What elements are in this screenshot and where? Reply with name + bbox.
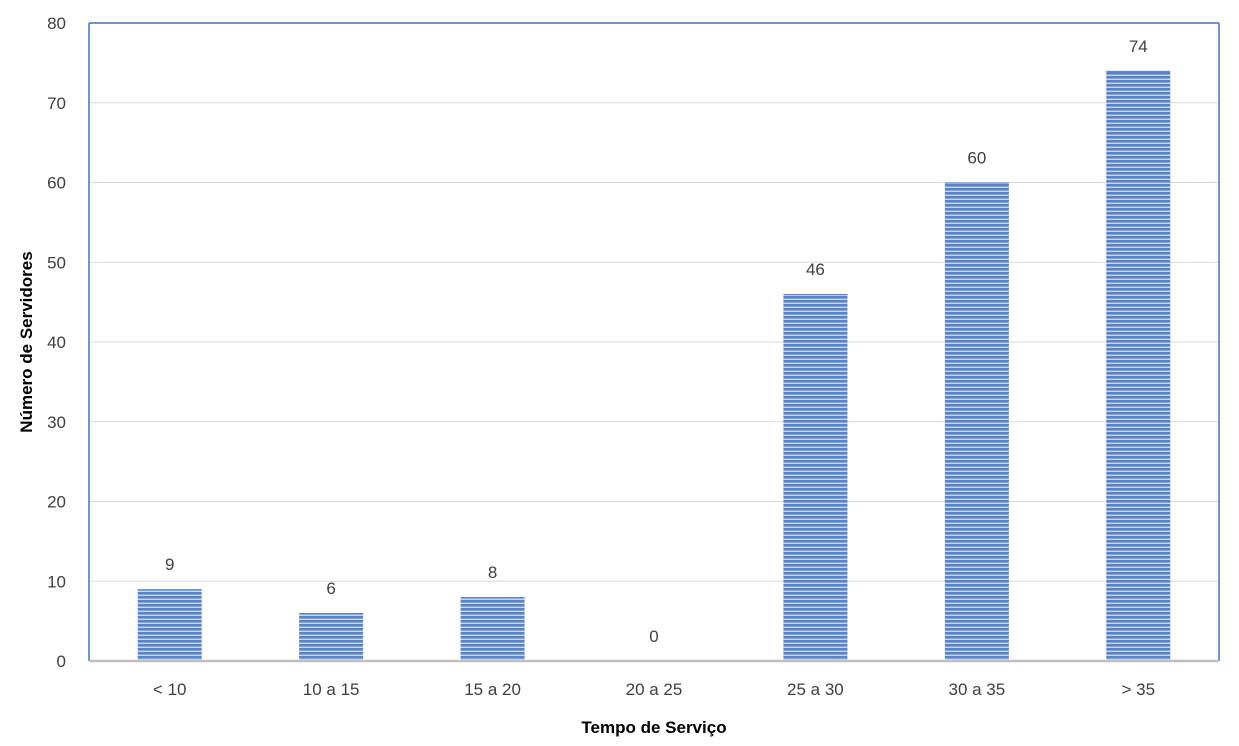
bar <box>783 294 848 661</box>
labels: 0 10 20 30 40 50 60 70 80 9 < 10 6 10 a 15 8 15 a 20 0 2… <box>17 14 1155 737</box>
y-tick-label: 40 <box>47 333 66 352</box>
y-tick-label: 10 <box>47 572 66 591</box>
bar <box>137 589 202 661</box>
x-tick-label: > 35 <box>1122 680 1156 699</box>
y-tick-label: 80 <box>47 14 66 33</box>
data-label: 8 <box>488 563 497 582</box>
data-label: 9 <box>165 555 174 574</box>
data-label: 0 <box>649 627 658 646</box>
x-axis-title: Tempo de Serviço <box>581 718 726 737</box>
x-tick-label: < 10 <box>153 680 187 699</box>
y-axis-title: Número de Servidores <box>17 251 36 432</box>
x-tick-label: 10 a 15 <box>303 680 360 699</box>
y-tick-label: 30 <box>47 413 66 432</box>
x-tick-label: 25 a 30 <box>787 680 844 699</box>
y-tick-label: 50 <box>47 253 66 272</box>
x-tick-label: 20 a 25 <box>626 680 683 699</box>
bars <box>137 70 1171 662</box>
y-tick-label: 70 <box>47 94 66 113</box>
data-label: 6 <box>326 579 335 598</box>
x-tick-label: 15 a 20 <box>464 680 521 699</box>
y-tick-label: 0 <box>57 652 66 671</box>
bar <box>944 182 1009 661</box>
data-label: 74 <box>1129 37 1148 56</box>
axes <box>88 22 1220 663</box>
y-tick-label: 60 <box>47 174 66 193</box>
bar <box>299 613 364 661</box>
data-label: 60 <box>967 149 986 168</box>
bar <box>1106 70 1171 662</box>
data-label: 46 <box>806 260 825 279</box>
x-tick-label: 30 a 35 <box>948 680 1005 699</box>
gridlines <box>89 102 1219 582</box>
bar <box>460 597 525 661</box>
y-tick-label: 20 <box>47 493 66 512</box>
